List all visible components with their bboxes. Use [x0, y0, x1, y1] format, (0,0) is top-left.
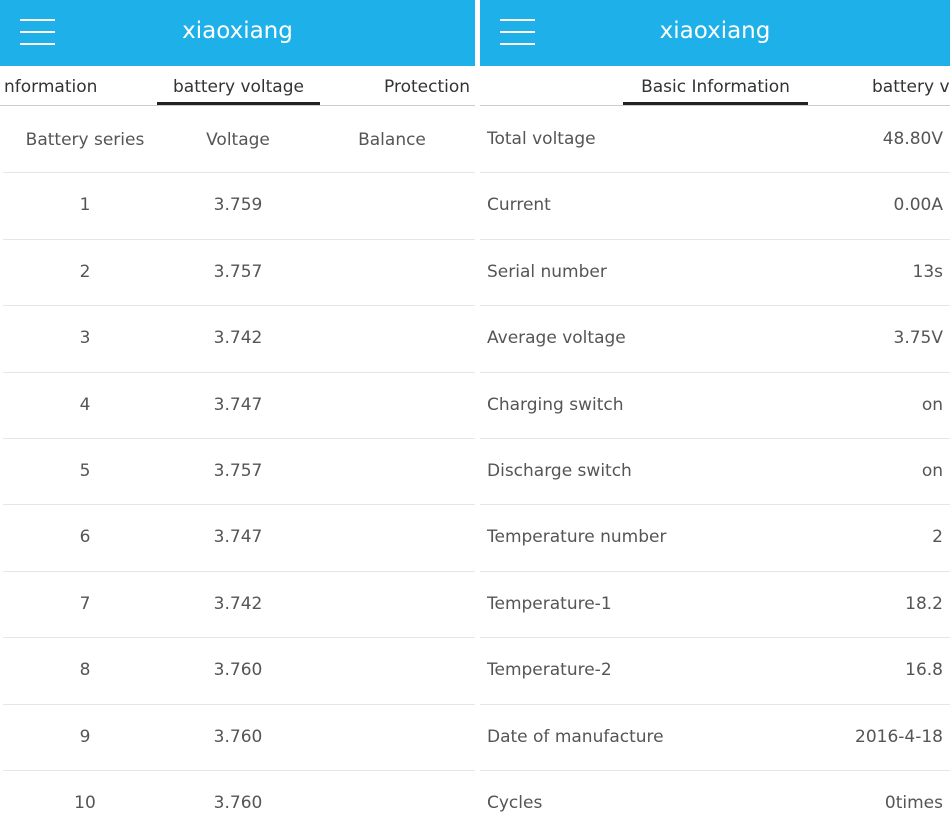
- screen-basic-info: xiaoxiang Basic Information battery vo T…: [480, 0, 950, 831]
- voltage: 3.757: [213, 461, 263, 481]
- row-divider: [3, 239, 475, 240]
- column-header: Balance: [358, 130, 426, 150]
- row-divider: [480, 239, 950, 240]
- row-divider: [480, 504, 950, 505]
- row-divider: [3, 504, 475, 505]
- voltage: 3.742: [213, 593, 263, 614]
- row-divider: [3, 438, 475, 439]
- header: xiaoxiang: [480, 0, 950, 66]
- tab-divider: [0, 105, 475, 106]
- row-divider: [480, 770, 950, 771]
- voltage: 3.760: [213, 793, 263, 813]
- row-divider: [480, 305, 950, 306]
- menu-button[interactable]: [500, 19, 535, 45]
- info-value: 2: [932, 527, 943, 548]
- info-label: Temperature-2: [487, 660, 612, 681]
- row-divider: [3, 305, 475, 306]
- info-label: Cycles: [487, 793, 543, 813]
- info-value: 16.8: [905, 660, 943, 681]
- info-value: on: [921, 394, 943, 415]
- info-label: Serial number: [487, 261, 607, 282]
- info-value: 13s: [912, 261, 944, 282]
- row-divider: [480, 704, 950, 705]
- row-divider: [3, 372, 475, 373]
- series: 2: [79, 261, 91, 282]
- info-value: 0times: [884, 793, 943, 813]
- info-label: Temperature-1: [487, 593, 612, 614]
- info-value: on: [921, 461, 943, 481]
- row-divider: [3, 770, 475, 771]
- info-label: Current: [487, 195, 551, 216]
- row-divider: [3, 704, 475, 705]
- info-label: Average voltage: [487, 328, 626, 349]
- tab-active[interactable]: battery voltage: [173, 77, 304, 97]
- row-divider: [480, 172, 950, 173]
- tab-indicator: [623, 102, 808, 105]
- series: 6: [79, 527, 91, 548]
- tab[interactable]: battery vo: [872, 77, 950, 97]
- series: 4: [79, 394, 91, 415]
- series: 1: [79, 195, 91, 216]
- voltage: 3.742: [213, 328, 263, 349]
- column-header: Battery series: [25, 130, 145, 150]
- series: 3: [79, 328, 91, 349]
- info-label: Total voltage: [487, 129, 596, 149]
- voltage: 3.747: [213, 394, 263, 415]
- tab-divider: [480, 105, 950, 106]
- column-header: Voltage: [206, 130, 270, 150]
- series: 8: [79, 660, 91, 681]
- row-divider: [480, 438, 950, 439]
- series: 7: [79, 593, 91, 614]
- info-value: 0.00A: [893, 195, 943, 216]
- menu-button[interactable]: [20, 19, 55, 45]
- series: 9: [79, 726, 91, 747]
- info-label: Date of manufacture: [487, 726, 664, 747]
- header-title: xiaoxiang: [182, 18, 293, 44]
- tab-active[interactable]: Basic Information: [641, 77, 790, 97]
- header: xiaoxiang: [0, 0, 475, 66]
- info-label: Discharge switch: [487, 461, 632, 481]
- tab-indicator: [157, 102, 320, 105]
- info-label: Temperature number: [487, 527, 667, 548]
- info-value: 3.75V: [893, 328, 943, 349]
- voltage: 3.759: [213, 195, 263, 216]
- row-divider: [3, 172, 475, 173]
- row-divider: [3, 637, 475, 638]
- tab[interactable]: nformation: [4, 77, 98, 97]
- screen-voltage: xiaoxiang nformation battery voltage Pro…: [0, 0, 475, 813]
- info-label: Charging switch: [487, 394, 624, 415]
- header-title: xiaoxiang: [659, 18, 771, 44]
- info-value: 2016-4-18: [855, 726, 943, 747]
- row-divider: [3, 571, 475, 572]
- voltage: 3.747: [213, 527, 263, 548]
- info-value: 18.2: [905, 593, 943, 614]
- row-divider: [480, 637, 950, 638]
- tab[interactable]: Protection: [384, 77, 471, 97]
- info-value: 48.80V: [882, 129, 943, 149]
- series: 5: [79, 461, 91, 481]
- voltage: 3.757: [213, 261, 263, 282]
- voltage: 3.760: [213, 660, 263, 681]
- voltage: 3.760: [213, 726, 263, 747]
- series: 10: [74, 793, 96, 813]
- row-divider: [480, 372, 950, 373]
- row-divider: [480, 571, 950, 572]
